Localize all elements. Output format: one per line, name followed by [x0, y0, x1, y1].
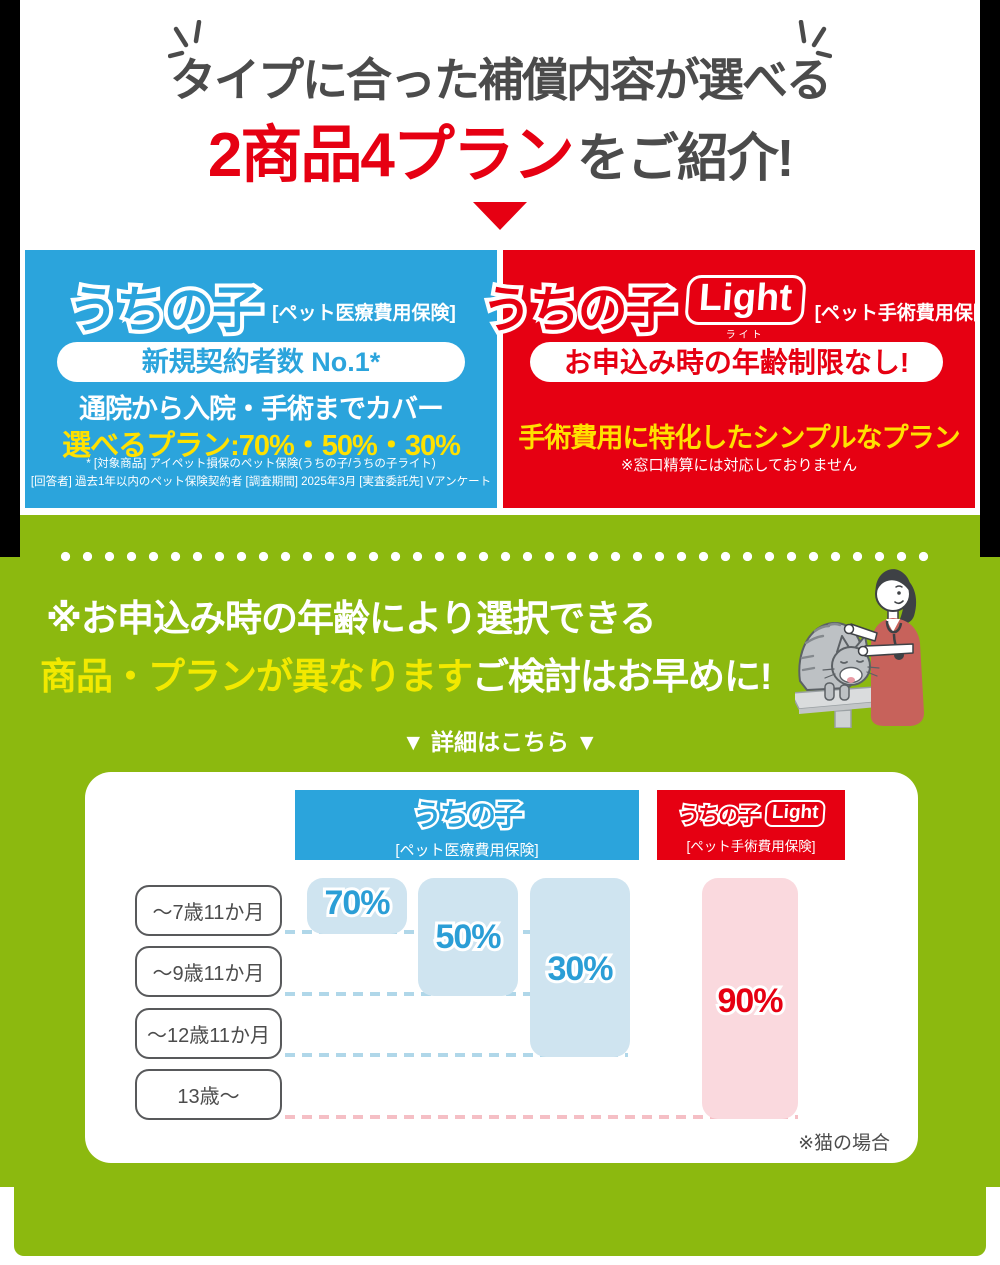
left-letterbox-bar [0, 0, 20, 557]
plan-bar-50 [418, 878, 518, 996]
title-emphasis: 2商品4プラン [207, 121, 575, 190]
chart-uchinoko-light-logo: うちの子 [676, 801, 762, 830]
notice-line2-rest: ご検討はお早めに! [472, 656, 772, 697]
light-logo-text: Light [684, 275, 807, 325]
green-section-footer [14, 1187, 986, 1256]
uchinoko-plan-options: 選べるプラン:70%・50%・30% [62, 430, 461, 462]
uchinoko-feature-text: 通院から入院・手術までカバー [79, 394, 444, 424]
row-separator-3 [285, 1115, 798, 1119]
product-panel-uchinoko: うちの子 [ペット医療費用保険] 新規契約者数 No.1* 通院から入院・手術ま… [25, 250, 497, 508]
cat-case-footnote: ※猫の場合 [798, 1133, 890, 1154]
notice-line2: 商品・プランが異なりますご検討はお早めに! [40, 646, 772, 700]
uchinoko-light-category-label: [ペット手術費用保険] [814, 302, 999, 324]
title-rest: をご紹介! [576, 130, 794, 188]
plan-label-50: 50% [432, 915, 504, 959]
plan-label-70: 70% [321, 881, 393, 925]
notice-line2-emphasis: 商品・プランが異なります [40, 656, 473, 697]
uchinoko-logo-row: うちの子 [ペット医療費用保険] [25, 266, 497, 346]
row-separator-2 [285, 1053, 628, 1057]
chart-header-uchinoko: うちの子 [ペット医療費用保険] [295, 790, 639, 860]
sparkle-right-icon [798, 20, 832, 59]
main-title-line2: 2商品4プラン をご紹介! [0, 104, 1000, 194]
vet-and-cat-illustration [795, 569, 924, 728]
uchinoko-footnote-2: [回答者] 過去1年以内のペット保険契約者 [調査期間] 2025年3月 [実査… [30, 475, 492, 488]
plan-bar-70 [307, 878, 407, 934]
uchinoko-footnotes: * [対象商品] アイペット損保のペット保険(うちの子/うちの子ライト) [回答… [25, 456, 497, 492]
details-link[interactable]: ▼ 詳細はこちら ▼ [401, 729, 599, 755]
sparkle-left-icon [168, 20, 202, 59]
uchinoko-logo: うちの子 [64, 278, 266, 342]
plan-bar-90 [702, 878, 798, 1119]
plan-bar-30 [530, 878, 630, 1057]
notice-line1: ※お申込み時の年齢により選択できる [46, 598, 656, 639]
light-logo-ruby: ライト [725, 329, 765, 341]
uchinoko-category-label: [ペット医療費用保険] [272, 302, 456, 324]
age-row-label-1: 〜9歳11か月 [135, 946, 282, 997]
right-letterbox-bar [980, 0, 1000, 557]
light-logo-badge: Light ライト [684, 275, 807, 341]
chart-header-uchinoko-light: うちの子 Light [ペット手術費用保険] [657, 790, 845, 860]
uchinoko-light-footnote: ※窓口精算には対応しておりません [620, 457, 858, 474]
product-panel-uchinoko-light: うちの子 Light ライト [ペット手術費用保険] お申込み時の年齢制限なし!… [478, 250, 998, 508]
chart-uchinoko-category: [ペット医療費用保険] [395, 842, 539, 859]
uchinoko-light-logo-row: うちの子 Light ライト [ペット手術費用保険] [478, 266, 998, 346]
chart-light-logo-badge: Light [764, 800, 827, 827]
age-row-label-3: 13歳〜 [135, 1069, 282, 1120]
down-triangle-icon [473, 202, 527, 230]
dotted-divider [60, 551, 940, 562]
no-age-limit-badge: お申込み時の年齢制限なし! [530, 342, 943, 382]
chart-uchinoko-logo: うちの子 [410, 798, 525, 835]
main-title-line1: タイプに合った補償内容が選べる [170, 54, 832, 106]
plan-age-chart-card: うちの子 [ペット医療費用保険] うちの子 Light [ペット手術費用保険] … [85, 772, 918, 1163]
age-row-label-0: 〜7歳11か月 [135, 885, 282, 936]
uchinoko-light-feature-text: 手術費用に特化したシンプルなプラン [518, 423, 960, 453]
plan-label-30: 30% [544, 947, 616, 991]
age-row-label-2: 〜12歳11か月 [135, 1008, 282, 1059]
no1-badge: 新規契約者数 No.1* [57, 342, 465, 382]
chart-uchinoko-light-category: [ペット手術費用保険] [686, 838, 816, 854]
plan-label-90: 90% [714, 979, 786, 1023]
uchinoko-light-logo: うちの子 [478, 278, 680, 342]
uchinoko-footnote-1: * [対象商品] アイペット損保のペット保険(うちの子/うちの子ライト) [86, 458, 436, 470]
